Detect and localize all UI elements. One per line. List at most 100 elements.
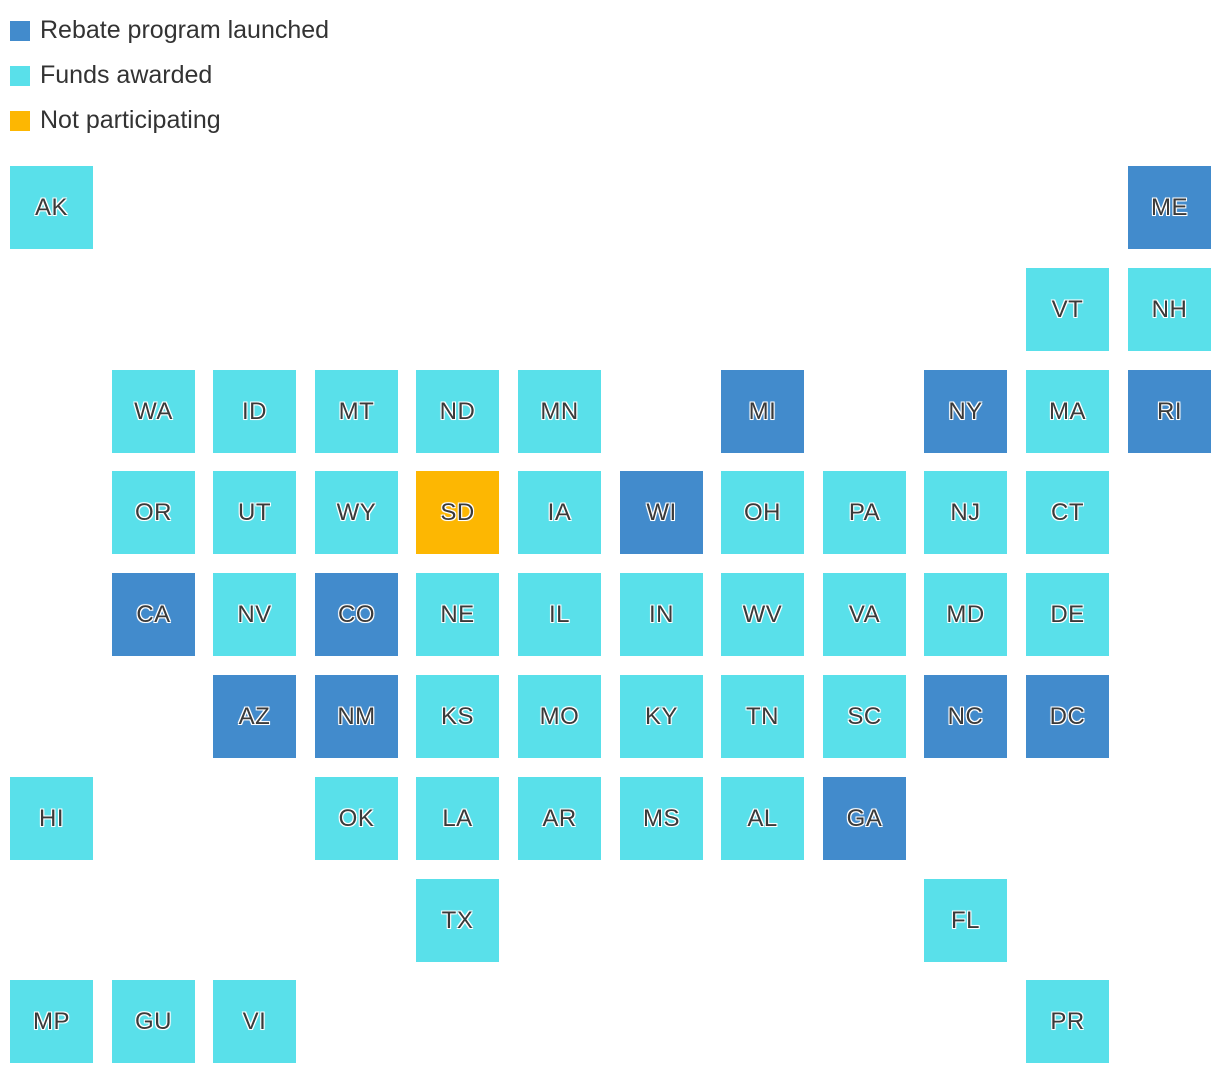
state-tile-label: WA	[134, 397, 173, 425]
legend-label-awarded: Funds awarded	[40, 61, 213, 89]
state-tile-oh: OH	[721, 471, 804, 554]
state-tile-id: ID	[213, 370, 296, 453]
state-tile-label: HI	[39, 804, 64, 832]
state-tile-ma: MA	[1026, 370, 1109, 453]
state-tile-label: KY	[644, 702, 678, 730]
state-tile-ca: CA	[112, 573, 195, 656]
state-tile-label: IA	[547, 498, 572, 526]
state-tile-nc: NC	[924, 675, 1007, 758]
state-tile-label: KS	[440, 702, 474, 730]
state-tile-label: CT	[1051, 498, 1084, 526]
state-tile-label: MD	[946, 600, 985, 628]
state-tile-vi: VI	[213, 980, 296, 1063]
state-tile-label: WY	[336, 498, 377, 526]
state-tile-label: TX	[441, 906, 474, 934]
state-tile-label: TN	[746, 702, 779, 730]
legend-swatch-awarded	[10, 66, 30, 86]
state-tile-label: VA	[848, 600, 881, 628]
state-tile-label: AK	[34, 193, 68, 221]
state-tile-label: ME	[1151, 193, 1188, 221]
state-tile-label: MS	[643, 804, 680, 832]
state-tile-label: AZ	[238, 702, 271, 730]
state-tile-nh: NH	[1128, 268, 1211, 351]
legend-item-awarded: Funds awarded	[10, 57, 329, 102]
state-tile-label: NY	[948, 397, 983, 425]
state-tile-label: FL	[950, 906, 980, 934]
state-tile-pr: PR	[1026, 980, 1109, 1063]
state-tile-ms: MS	[620, 777, 703, 860]
state-tile-label: DC	[1049, 702, 1086, 730]
state-tile-ky: KY	[620, 675, 703, 758]
state-tile-label: GU	[135, 1007, 172, 1035]
state-tile-ri: RI	[1128, 370, 1211, 453]
state-tile-nm: NM	[315, 675, 398, 758]
state-tile-ok: OK	[315, 777, 398, 860]
state-tile-il: IL	[518, 573, 601, 656]
legend-label-launched: Rebate program launched	[40, 16, 330, 44]
state-tile-wy: WY	[315, 471, 398, 554]
state-tile-tn: TN	[721, 675, 804, 758]
state-tile-label: NJ	[950, 498, 981, 526]
state-tile-label: IL	[548, 600, 570, 628]
state-tile-tx: TX	[416, 879, 499, 962]
state-tile-or: OR	[112, 471, 195, 554]
state-tile-label: OK	[338, 804, 375, 832]
state-tile-vt: VT	[1026, 268, 1109, 351]
state-tile-hi: HI	[10, 777, 93, 860]
state-tile-label: MA	[1049, 397, 1086, 425]
state-tile-pa: PA	[823, 471, 906, 554]
state-tile-ga: GA	[823, 777, 906, 860]
legend-swatch-launched	[10, 21, 30, 41]
state-tile-label: MN	[540, 397, 579, 425]
state-tile-mi: MI	[721, 370, 804, 453]
state-tile-label: AR	[542, 804, 577, 832]
state-tile-label: CA	[136, 600, 171, 628]
state-tile-label: NV	[237, 600, 272, 628]
state-tile-label: VT	[1051, 295, 1084, 323]
state-tile-de: DE	[1026, 573, 1109, 656]
state-tile-dc: DC	[1026, 675, 1109, 758]
state-tile-co: CO	[315, 573, 398, 656]
state-tile-label: SD	[440, 498, 475, 526]
state-tile-label: NM	[337, 702, 376, 730]
state-tile-label: VI	[242, 1007, 267, 1035]
state-tile-wa: WA	[112, 370, 195, 453]
state-tile-label: MI	[748, 397, 777, 425]
state-tile-label: PA	[848, 498, 881, 526]
state-tile-label: NH	[1151, 295, 1188, 323]
state-tile-label: OR	[135, 498, 172, 526]
legend-swatch-not-participating	[10, 111, 30, 131]
state-tile-label: DE	[1050, 600, 1085, 628]
state-tile-label: ID	[242, 397, 267, 425]
legend-label-not-participating: Not participating	[40, 106, 221, 134]
state-tile-label: MO	[539, 702, 580, 730]
state-tile-label: RI	[1157, 397, 1182, 425]
state-tile-md: MD	[924, 573, 1007, 656]
state-tile-label: NC	[947, 702, 984, 730]
state-tile-label: IN	[649, 600, 674, 628]
state-tile-ks: KS	[416, 675, 499, 758]
state-tile-ny: NY	[924, 370, 1007, 453]
legend-item-launched: Rebate program launched	[10, 12, 329, 57]
state-tile-fl: FL	[924, 879, 1007, 962]
state-tile-label: WV	[742, 600, 783, 628]
state-tile-label: AL	[747, 804, 778, 832]
state-tile-ct: CT	[1026, 471, 1109, 554]
map-legend: Rebate program launched Funds awarded No…	[10, 12, 329, 147]
state-tile-ak: AK	[10, 166, 93, 249]
state-tile-nd: ND	[416, 370, 499, 453]
state-tile-sd: SD	[416, 471, 499, 554]
state-tile-va: VA	[823, 573, 906, 656]
state-tile-wi: WI	[620, 471, 703, 554]
state-tile-mp: MP	[10, 980, 93, 1063]
state-tile-label: NE	[440, 600, 475, 628]
state-tile-la: LA	[416, 777, 499, 860]
state-tile-in: IN	[620, 573, 703, 656]
state-tile-nv: NV	[213, 573, 296, 656]
legend-item-not-participating: Not participating	[10, 102, 329, 147]
state-tile-mn: MN	[518, 370, 601, 453]
state-tile-label: PR	[1050, 1007, 1085, 1035]
state-tile-label: SC	[847, 702, 882, 730]
state-tile-label: ND	[439, 397, 476, 425]
state-tile-me: ME	[1128, 166, 1211, 249]
